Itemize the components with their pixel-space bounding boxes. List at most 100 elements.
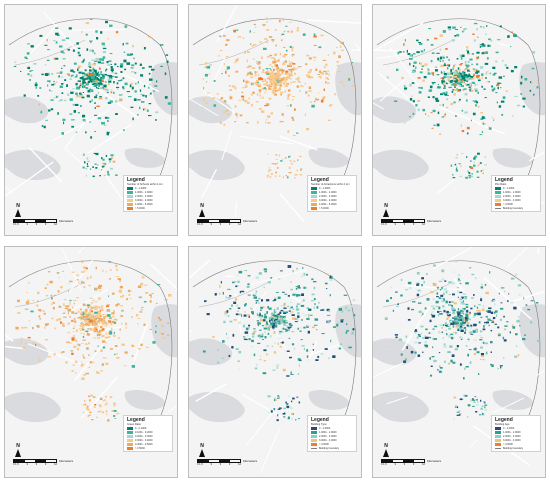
building-parcel: [93, 68, 95, 71]
building-parcel: [266, 174, 269, 177]
building-parcel: [443, 71, 445, 73]
building-parcel: [44, 73, 47, 76]
building-parcel: [464, 74, 468, 77]
road: [436, 178, 455, 194]
road: [373, 102, 385, 110]
building-parcel: [119, 99, 123, 102]
building-parcel: [285, 401, 287, 404]
building-parcel: [490, 320, 494, 321]
building-parcel: [474, 100, 477, 103]
building-parcel: [496, 101, 498, 104]
building-parcel: [327, 310, 331, 312]
building-parcel: [470, 307, 473, 310]
building-parcel: [435, 66, 437, 68]
building-parcel: [82, 354, 84, 357]
building-parcel: [146, 109, 149, 112]
building-parcel: [420, 62, 423, 65]
building-parcel: [93, 85, 97, 87]
building-parcel: [463, 326, 467, 329]
building-parcel: [509, 331, 511, 334]
building-parcel: [72, 364, 75, 366]
building-parcel: [473, 294, 475, 296]
building-parcel: [80, 280, 84, 283]
building-parcel: [269, 75, 271, 77]
building-parcel: [253, 31, 256, 33]
building-parcel: [292, 397, 295, 400]
building-parcel: [227, 288, 231, 290]
building-parcel: [20, 71, 22, 72]
building-parcel: [462, 309, 464, 311]
building-parcel: [487, 317, 489, 321]
building-parcel: [409, 54, 411, 57]
building-parcel: [437, 286, 439, 289]
building-parcel: [95, 74, 99, 76]
building-parcel: [268, 317, 272, 320]
building-parcel: [278, 322, 281, 325]
building-parcel: [32, 326, 34, 330]
building-parcel: [481, 52, 485, 55]
building-parcel: [223, 62, 225, 66]
building-parcel: [327, 321, 330, 323]
building-parcel: [476, 28, 478, 31]
map-panel-plot-ratio: N 0 1.5 3 6 9 12 Kilometers Legend Plot Rati…: [372, 4, 546, 236]
building-parcel: [283, 307, 287, 309]
building-parcel: [436, 292, 439, 295]
building-parcel: [277, 342, 279, 346]
building-parcel: [283, 312, 287, 314]
building-parcel: [104, 163, 107, 165]
building-parcel: [436, 296, 439, 298]
building-parcel: [412, 100, 415, 103]
building-parcel: [283, 30, 286, 33]
building-parcel: [101, 42, 105, 45]
building-parcel: [452, 177, 456, 179]
building-parcel: [458, 77, 460, 81]
building-parcel: [482, 122, 484, 125]
building-parcel: [289, 73, 292, 77]
building-parcel: [274, 321, 277, 324]
building-parcel: [137, 114, 139, 116]
building-parcel: [511, 31, 513, 33]
building-parcel: [109, 330, 112, 333]
building-parcel: [33, 63, 37, 65]
building-parcel: [478, 309, 481, 312]
building-parcel: [465, 303, 469, 305]
building-parcel: [432, 82, 435, 85]
building-parcel: [483, 325, 485, 328]
building-parcel: [58, 318, 61, 321]
building-parcel: [481, 412, 484, 415]
building-parcel: [313, 35, 317, 38]
building-parcel: [272, 68, 276, 71]
building-parcel: [497, 82, 502, 84]
building-parcel: [148, 72, 151, 75]
building-parcel: [480, 337, 483, 339]
building-parcel: [81, 271, 85, 273]
building-parcel: [115, 304, 118, 307]
building-parcel: [445, 300, 448, 304]
building-parcel: [223, 320, 226, 324]
building-parcel: [442, 92, 446, 95]
building-parcel: [411, 82, 415, 84]
building-parcel: [530, 81, 532, 84]
building-parcel: [89, 100, 92, 103]
building-parcel: [37, 291, 40, 295]
building-parcel: [85, 372, 89, 375]
building-parcel: [442, 103, 444, 107]
building-parcel: [439, 34, 443, 37]
building-parcel: [107, 78, 111, 81]
building-parcel: [250, 72, 253, 76]
building-parcel: [94, 318, 98, 321]
building-parcel: [155, 325, 157, 328]
building-parcel: [284, 73, 289, 75]
building-parcel: [84, 403, 87, 406]
building-parcel: [442, 60, 444, 62]
building-parcel: [270, 112, 274, 115]
building-parcel: [400, 278, 403, 282]
building-parcel: [488, 81, 490, 83]
building-parcel: [248, 97, 250, 100]
building-parcel: [452, 67, 454, 70]
building-parcel: [473, 70, 476, 72]
building-parcel: [431, 127, 434, 129]
building-parcel: [314, 303, 316, 306]
building-parcel: [89, 40, 93, 42]
building-parcel: [468, 86, 471, 88]
